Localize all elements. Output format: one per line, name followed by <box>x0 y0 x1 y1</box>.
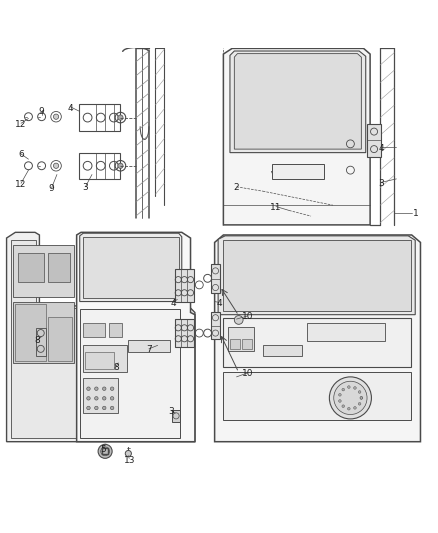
Bar <box>85 352 114 369</box>
Text: 3: 3 <box>378 179 384 188</box>
Polygon shape <box>234 54 361 149</box>
Circle shape <box>118 115 123 120</box>
Circle shape <box>110 397 114 400</box>
Bar <box>307 324 385 341</box>
Polygon shape <box>80 233 182 302</box>
Circle shape <box>329 377 371 419</box>
Bar <box>15 304 46 361</box>
Polygon shape <box>7 232 195 442</box>
Bar <box>272 164 324 179</box>
Text: 6: 6 <box>18 150 24 159</box>
Bar <box>36 328 46 356</box>
Text: 12: 12 <box>15 180 27 189</box>
Circle shape <box>234 316 243 324</box>
Text: 9: 9 <box>39 107 45 116</box>
Polygon shape <box>218 236 415 314</box>
Text: 9: 9 <box>49 184 55 193</box>
Circle shape <box>360 397 363 399</box>
Bar <box>230 339 240 349</box>
Circle shape <box>358 391 361 393</box>
Bar <box>109 324 122 336</box>
Text: 10: 10 <box>242 369 253 378</box>
Circle shape <box>347 386 350 389</box>
Polygon shape <box>77 232 195 442</box>
Text: 1: 1 <box>413 209 419 219</box>
Circle shape <box>53 163 59 168</box>
Bar <box>128 340 170 352</box>
Text: 2: 2 <box>234 183 239 192</box>
Circle shape <box>87 387 90 391</box>
Bar <box>228 327 254 351</box>
Bar <box>18 253 44 282</box>
Circle shape <box>110 387 114 391</box>
Bar <box>367 124 381 157</box>
Polygon shape <box>11 240 182 438</box>
Bar <box>83 324 105 336</box>
Bar <box>211 312 220 339</box>
Circle shape <box>95 406 98 410</box>
Circle shape <box>353 386 356 389</box>
Bar <box>48 253 70 282</box>
Text: 8: 8 <box>113 363 119 372</box>
Text: 5: 5 <box>100 445 106 454</box>
Circle shape <box>102 397 106 400</box>
Circle shape <box>110 406 114 410</box>
Circle shape <box>98 445 112 458</box>
Bar <box>83 378 118 413</box>
Text: 7: 7 <box>146 345 152 354</box>
Polygon shape <box>215 235 420 442</box>
Bar <box>80 309 180 438</box>
Bar <box>223 318 411 367</box>
Bar <box>48 317 72 361</box>
Circle shape <box>125 450 131 457</box>
Text: 4: 4 <box>216 299 222 308</box>
Circle shape <box>334 381 367 415</box>
Text: 4: 4 <box>378 144 384 153</box>
Bar <box>175 319 194 347</box>
Bar <box>211 264 220 293</box>
Circle shape <box>358 402 361 405</box>
Bar <box>83 345 127 372</box>
Circle shape <box>95 397 98 400</box>
Circle shape <box>347 407 350 410</box>
Bar <box>83 237 179 298</box>
Polygon shape <box>230 51 366 152</box>
Bar <box>242 339 252 349</box>
Bar <box>223 240 411 311</box>
Circle shape <box>118 163 123 168</box>
Circle shape <box>87 406 90 410</box>
Bar <box>175 269 194 302</box>
Text: 13: 13 <box>124 456 135 465</box>
Text: 12: 12 <box>15 119 27 128</box>
Polygon shape <box>223 49 370 225</box>
Circle shape <box>102 387 106 391</box>
Bar <box>79 152 120 179</box>
Bar <box>263 345 302 356</box>
Bar <box>79 104 120 131</box>
Text: 10: 10 <box>242 312 253 321</box>
Bar <box>13 302 74 363</box>
Circle shape <box>342 389 345 391</box>
Circle shape <box>102 406 106 410</box>
Circle shape <box>53 114 59 119</box>
Circle shape <box>353 407 356 409</box>
Text: 4: 4 <box>170 299 176 308</box>
Text: 4: 4 <box>67 104 73 114</box>
Circle shape <box>339 400 341 402</box>
Text: 11: 11 <box>270 203 282 212</box>
Text: 3: 3 <box>82 183 88 192</box>
Circle shape <box>95 387 98 391</box>
Text: 3: 3 <box>168 407 174 416</box>
Bar <box>172 410 180 422</box>
Circle shape <box>360 397 363 399</box>
Bar <box>13 245 74 297</box>
Bar <box>223 372 411 420</box>
Text: 8: 8 <box>34 336 40 345</box>
Circle shape <box>87 397 90 400</box>
Circle shape <box>339 393 341 396</box>
Circle shape <box>342 405 345 408</box>
